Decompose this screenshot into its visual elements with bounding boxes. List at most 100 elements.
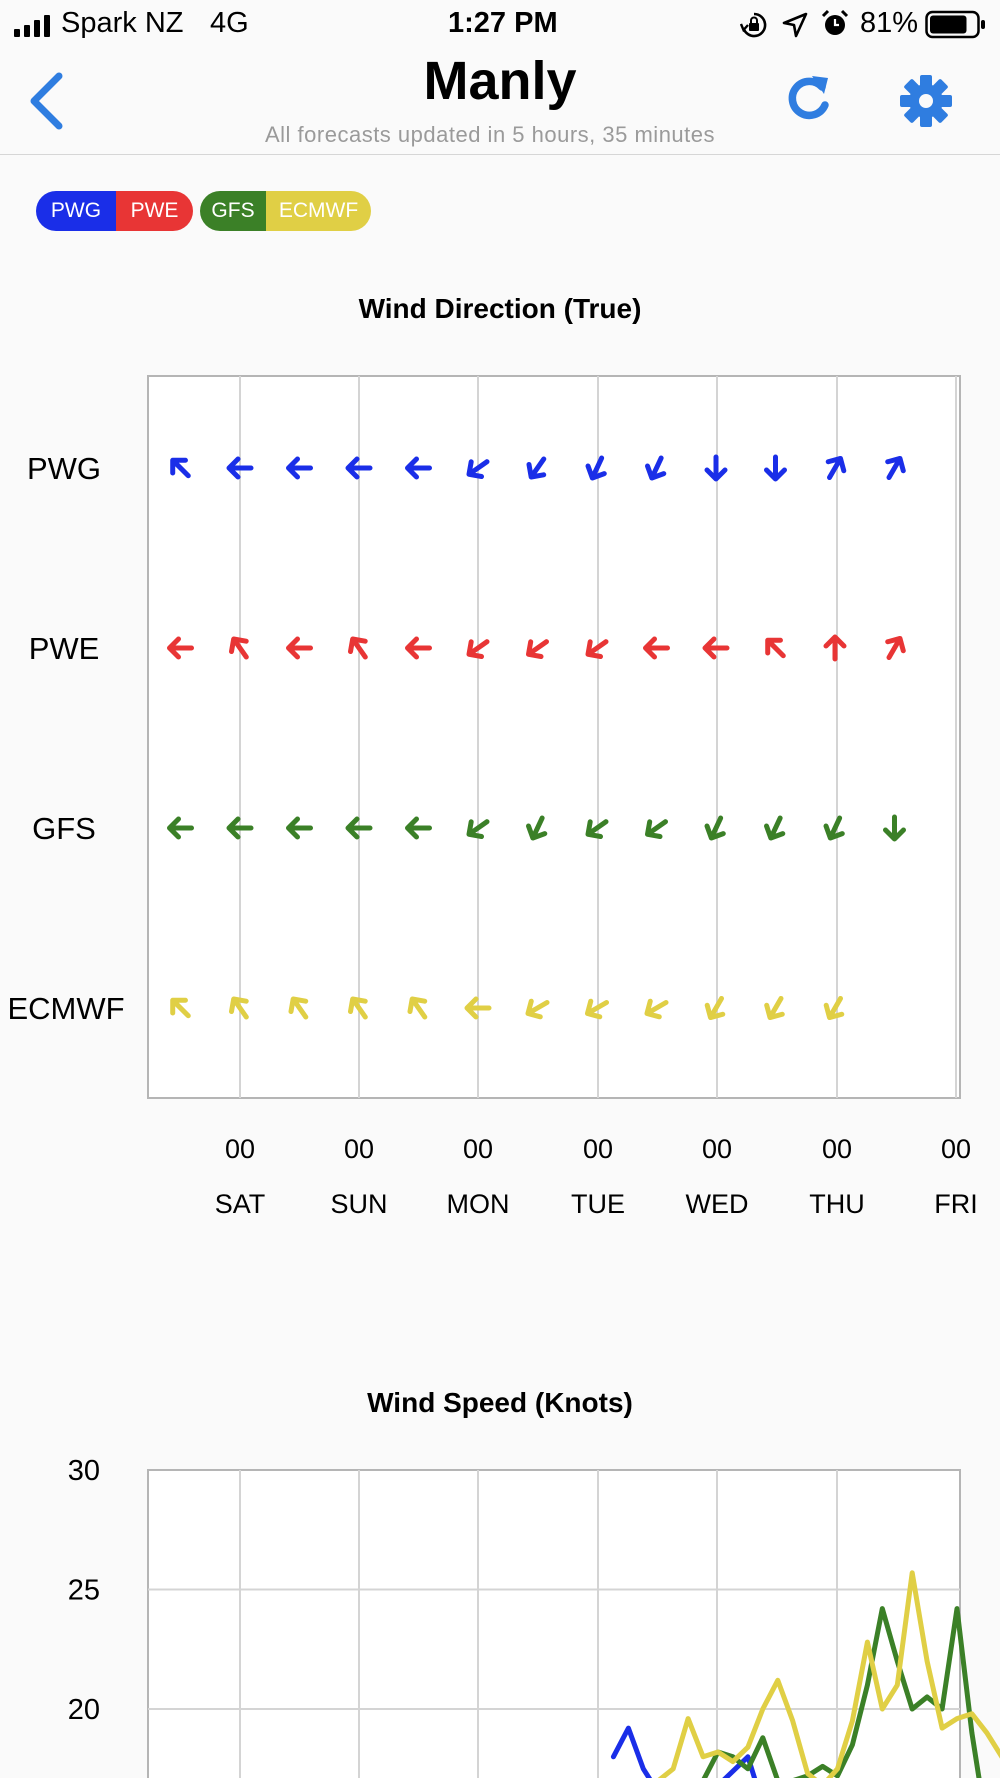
- day-tick-label: FRI: [934, 1189, 978, 1219]
- direction-arrow-pwg: [466, 459, 490, 480]
- direction-arrow-gfs: [525, 815, 548, 841]
- direction-arrow-ecmwf: [228, 996, 249, 1020]
- gear-icon[interactable]: [899, 74, 953, 128]
- direction-arrow-pwg: [345, 456, 373, 480]
- y-tick-label: 30: [68, 1455, 100, 1487]
- direction-arrow-pwg: [644, 455, 667, 481]
- direction-arrow-gfs: [345, 816, 373, 840]
- series-label-pwe: PWE: [29, 631, 100, 666]
- battery-percent: 81%: [860, 7, 919, 39]
- hour-tick-label: 00: [702, 1134, 732, 1164]
- direction-arrow-ecmwf: [170, 997, 191, 1019]
- direction-arrow-ecmwf: [584, 998, 610, 1020]
- direction-arrow-pwe: [228, 636, 249, 660]
- wind-speed-title: Wind Speed (Knots): [367, 1387, 633, 1418]
- day-tick-label: THU: [809, 1189, 865, 1219]
- legend-item-pwg[interactable]: PWG: [36, 191, 116, 231]
- direction-arrow-pwe: [702, 636, 730, 660]
- y-tick-label: 25: [68, 1575, 100, 1607]
- hour-tick-label: 00: [225, 1134, 255, 1164]
- direction-arrow-gfs: [167, 816, 194, 840]
- y-tick-label: 20: [68, 1694, 100, 1726]
- legend-item-ecmwf[interactable]: ECMWF: [266, 191, 371, 231]
- day-tick-label: SAT: [215, 1189, 266, 1219]
- legend-pill-models[interactable]: GFS ECMWF: [200, 191, 371, 231]
- battery-icon: [925, 10, 985, 39]
- direction-arrow-pwg: [226, 456, 254, 480]
- series-label-pwg: PWG: [27, 451, 101, 486]
- direction-arrow-pwg: [405, 456, 432, 480]
- orientation-lock-icon: [740, 12, 767, 38]
- direction-arrow-gfs: [466, 819, 490, 840]
- direction-arrow-gfs: [823, 815, 845, 841]
- direction-arrow-pwe: [525, 639, 550, 660]
- day-tick-label: MON: [447, 1189, 510, 1219]
- chevron-left-icon[interactable]: [26, 72, 66, 130]
- hour-tick-label: 00: [583, 1134, 613, 1164]
- direction-arrow-ecmwf: [288, 996, 309, 1020]
- legend-pill-pw[interactable]: PWG PWE: [36, 191, 193, 231]
- direction-arrow-ecmwf: [525, 998, 550, 1020]
- direction-arrow-pwe: [643, 636, 670, 660]
- direction-arrow-ecmwf: [823, 995, 845, 1021]
- speed-line-pwg: [610, 1725, 758, 1778]
- direction-arrow-ecmwf: [704, 995, 726, 1021]
- direction-arrow-pwe: [765, 637, 786, 659]
- speed-plot-area: [147, 1469, 961, 1778]
- wind-direction-chart: 00 SAT 00 SUN 00 MON 00 TUE 00 WED 00 THU 00 FRI PWG PW…: [7, 375, 978, 1219]
- clock-label: 1:27 PM: [448, 7, 558, 39]
- direction-arrow-pwe: [167, 636, 194, 660]
- direction-arrow-ecmwf: [407, 996, 428, 1020]
- direction-arrow-pwe: [405, 636, 432, 660]
- series-label-ecmwf: ECMWF: [7, 991, 124, 1026]
- carrier-label: Spark NZ: [61, 7, 184, 39]
- wind-speed-chart: 30 25 20: [68, 1455, 1000, 1778]
- alarm-icon: [821, 9, 849, 35]
- direction-arrow-ecmwf: [764, 995, 785, 1021]
- direction-arrow-pwe: [286, 636, 313, 660]
- direction-arrow-pwg: [704, 454, 728, 482]
- direction-arrow-gfs: [704, 815, 726, 841]
- hour-tick-label: 00: [822, 1134, 852, 1164]
- direction-arrow-pwg: [764, 454, 787, 482]
- direction-arrow-gfs: [763, 815, 786, 841]
- direction-arrow-pwe: [585, 639, 609, 660]
- legend-item-pwe[interactable]: PWE: [116, 191, 193, 231]
- update-status-text: All forecasts updated in 5 hours, 35 min…: [264, 122, 716, 147]
- refresh-icon[interactable]: [784, 72, 834, 126]
- direction-arrow-pwg: [885, 455, 906, 481]
- direction-arrow-gfs: [644, 819, 669, 840]
- direction-arrow-pwg: [286, 456, 313, 480]
- network-label: 4G: [210, 7, 249, 39]
- direction-arrow-gfs: [286, 816, 313, 840]
- status-bar: Spark NZ 4G 1:27 PM 81%: [0, 0, 1000, 50]
- direction-plot-area: [147, 375, 961, 1099]
- signal-icon: [14, 15, 50, 37]
- direction-arrow-gfs: [585, 819, 609, 840]
- hour-tick-label: 00: [941, 1134, 971, 1164]
- direction-arrow-ecmwf: [347, 996, 368, 1020]
- day-tick-label: WED: [686, 1189, 749, 1219]
- wind-direction-title: Wind Direction (True): [358, 293, 642, 324]
- direction-arrow-ecmwf: [644, 998, 669, 1020]
- direction-arrow-pwg: [170, 457, 191, 479]
- hour-tick-label: 00: [463, 1134, 493, 1164]
- day-tick-label: SUN: [330, 1189, 387, 1219]
- direction-arrow-pwe: [823, 634, 847, 662]
- page-title: Manly: [423, 51, 577, 111]
- direction-arrow-gfs: [405, 816, 432, 840]
- direction-arrow-pwg: [585, 455, 607, 481]
- day-tick-label: TUE: [571, 1189, 625, 1219]
- location-icon: [782, 12, 808, 38]
- direction-arrow-pwe: [466, 639, 490, 660]
- speed-line-ecmwf: [657, 1570, 1000, 1778]
- direction-arrow-gfs: [226, 816, 254, 840]
- speed-line-gfs: [701, 1606, 982, 1778]
- hour-tick-label: 00: [344, 1134, 374, 1164]
- legend-item-gfs[interactable]: GFS: [200, 191, 266, 231]
- nav-bar: Manly All forecasts updated in 5 hours, …: [0, 50, 1000, 155]
- direction-arrow-pwg: [825, 455, 847, 481]
- direction-arrow-ecmwf: [464, 996, 492, 1020]
- direction-arrow-gfs: [883, 814, 906, 842]
- series-label-gfs: GFS: [32, 811, 96, 846]
